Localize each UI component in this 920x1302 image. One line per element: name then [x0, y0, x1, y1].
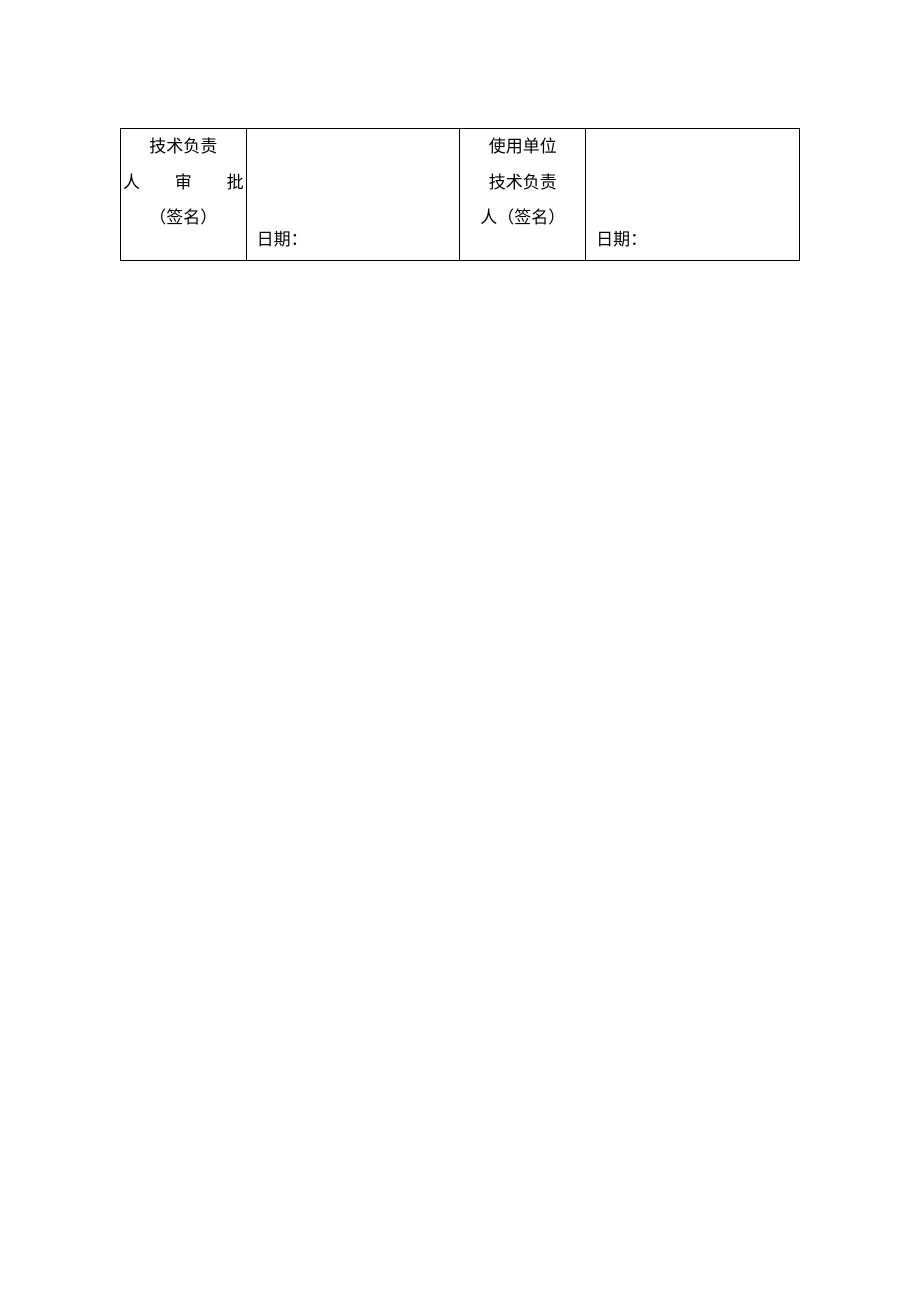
table-row: 技术负责 人审批 （签名） 日期： 使用单位 技术负责 人（签名） 日期：: [121, 129, 800, 261]
using-unit-tech-lead-label-cell: 使用单位 技术负责 人（签名）: [460, 129, 586, 261]
label-line: 技术负责: [460, 165, 585, 201]
approval-table: 技术负责 人审批 （签名） 日期： 使用单位 技术负责 人（签名） 日期：: [120, 128, 800, 261]
label-line: 人审批: [121, 165, 246, 201]
label-line: 人（签名）: [460, 200, 585, 236]
label-line: 使用单位: [460, 129, 585, 165]
date-label: 日期：: [257, 225, 308, 250]
tech-lead-approval-label-cell: 技术负责 人审批 （签名）: [121, 129, 247, 261]
label-line: 技术负责: [121, 129, 246, 165]
tech-lead-date-cell: 日期：: [246, 129, 460, 261]
using-unit-date-cell: 日期：: [586, 129, 800, 261]
date-label: 日期：: [596, 225, 647, 250]
label-line: （签名）: [121, 200, 246, 236]
